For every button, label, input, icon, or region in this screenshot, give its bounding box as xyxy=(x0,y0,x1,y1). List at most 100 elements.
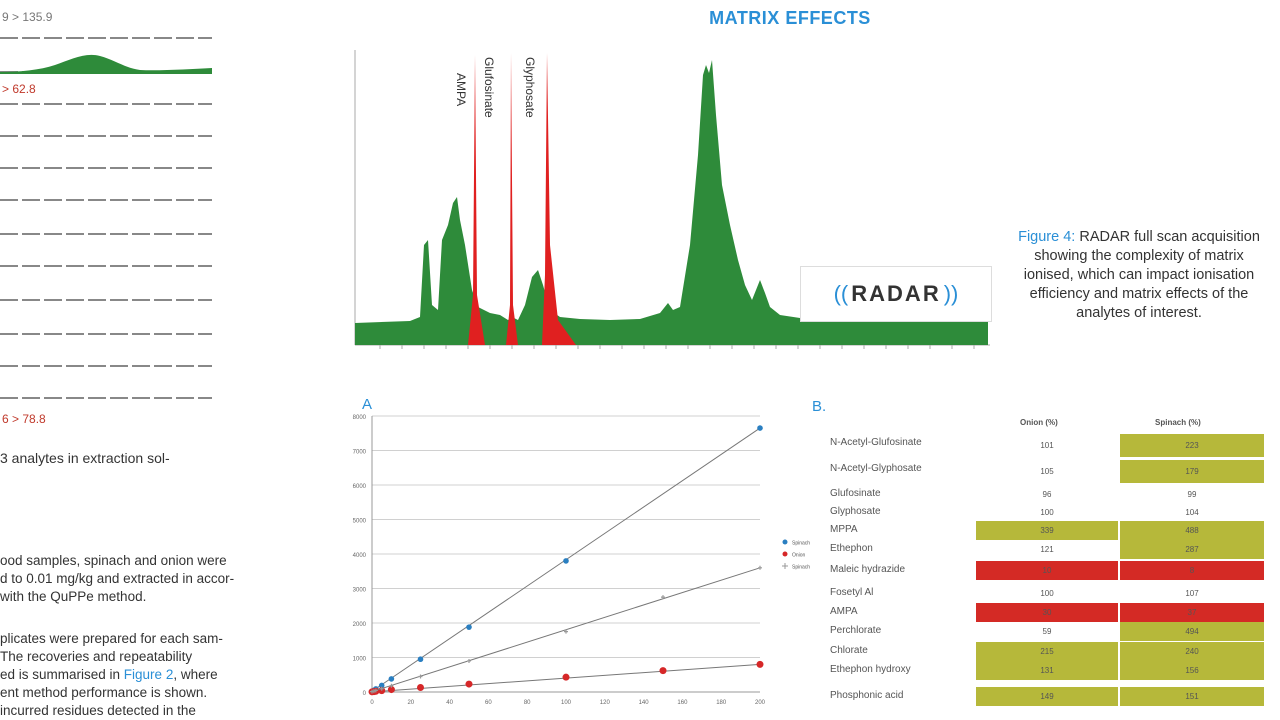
x-tick-label: 120 xyxy=(600,700,611,706)
spinach-value: 156 xyxy=(1120,661,1264,680)
data-point xyxy=(563,558,569,564)
data-point xyxy=(378,682,385,689)
data-point xyxy=(562,673,570,681)
paragraph-2-line: ent method performance is shown. xyxy=(0,685,208,700)
paragraph-1-line: d to 0.01 mg/kg and extracted in accor- xyxy=(0,571,235,586)
x-tick-label: 160 xyxy=(677,700,688,706)
data-point xyxy=(758,565,762,570)
paragraph-1-line: with the QuPPe method. xyxy=(0,589,147,604)
peak-label-glyphosate: Glyphosate xyxy=(523,57,537,118)
peak-label-glufosinate: Glufosinate xyxy=(482,57,496,118)
figure4-text: RADAR full scan acquisition showing the … xyxy=(1023,229,1260,321)
figure4-label: Figure 4: xyxy=(1018,229,1076,245)
paragraph-1: ood samples, spinach and onion were d to… xyxy=(0,552,234,606)
section-title: MATRIX EFFECTS xyxy=(709,8,871,28)
analyte-name: Maleic hydrazide xyxy=(830,564,906,575)
extracted-ion-traces xyxy=(0,37,212,399)
table-row: Fosetyl Al 100 107 xyxy=(830,584,1270,603)
table-row: Chlorate 215 240 xyxy=(830,642,1270,661)
spinach-value: 223 xyxy=(1120,434,1264,457)
calibration-chart: 0 1000 2000 3000 4000 5000 6000 7000 8000 0 20 40 60… xyxy=(353,415,810,706)
data-point xyxy=(417,684,424,692)
legend-label: Spinach xyxy=(792,565,810,571)
signal-wave-right-icon: )) xyxy=(943,281,959,306)
table-row: Ethephon hydroxy 131 156 xyxy=(830,661,1270,680)
trace-label-mid: > 62.8 xyxy=(2,82,36,96)
spinach-value: 107 xyxy=(1185,589,1199,598)
y-tick-label: 6000 xyxy=(353,484,367,490)
y-tick-label: 0 xyxy=(363,691,367,697)
spinach-value: 240 xyxy=(1120,642,1264,661)
data-point xyxy=(465,680,473,688)
signal-wave-left-icon: (( xyxy=(833,281,849,306)
data-point xyxy=(466,624,472,630)
figure4-caption: Figure 4: RADAR full scan acquisition sh… xyxy=(1008,228,1270,323)
analyte-name: Glyphosate xyxy=(830,506,881,517)
x-tick-label: 140 xyxy=(639,700,650,706)
y-tick-label: 8000 xyxy=(353,415,367,421)
x-tick-label: 100 xyxy=(561,700,572,706)
data-point xyxy=(564,629,568,634)
figure2-link[interactable]: Figure 2 xyxy=(123,667,174,682)
spinach-value: 8 xyxy=(1120,561,1264,580)
table-row: Phosphonic acid 149 151 xyxy=(830,687,1270,706)
data-point xyxy=(756,660,764,668)
legend-marker xyxy=(782,551,788,557)
table-row: Ethephon 121 287 xyxy=(830,540,1270,559)
figure3-caption-fragment: 3 analytes in extraction sol- xyxy=(0,450,170,466)
analyte-peak-glufosinate xyxy=(506,53,518,345)
analyte-name: AMPA xyxy=(830,606,858,617)
x-tick-label: 180 xyxy=(716,700,727,706)
y-tick-label: 3000 xyxy=(353,588,367,594)
y-tick-label: 7000 xyxy=(353,450,367,456)
analyte-name: N-Acetyl-Glyphosate xyxy=(830,463,922,474)
onion-value: 30 xyxy=(976,603,1118,622)
table-row: Glufosinate 96 99 xyxy=(830,485,1270,504)
x-tick-label: 20 xyxy=(407,700,414,706)
spinach-value: 494 xyxy=(1120,622,1264,641)
onion-value: 10 xyxy=(976,561,1118,580)
data-point xyxy=(467,658,471,663)
trace-label-bottom: 6 > 78.8 xyxy=(2,412,46,426)
data-point xyxy=(373,688,378,693)
data-point xyxy=(379,686,384,691)
legend-label: Onion xyxy=(792,553,806,559)
data-point xyxy=(371,689,376,694)
legend-marker xyxy=(782,563,788,569)
analyte-name: Ethephon xyxy=(830,543,873,554)
analyte-peak-glyphosate xyxy=(542,53,576,345)
table-row: Glyphosate 100 104 xyxy=(830,503,1270,522)
data-point xyxy=(388,676,395,682)
spinach-value: 179 xyxy=(1120,460,1264,483)
x-tick-label: 80 xyxy=(524,700,531,706)
table-header-onion: Onion (%) xyxy=(1020,418,1058,427)
trace-peak-green xyxy=(0,54,212,74)
table-row: Perchlorate 59 494 xyxy=(830,622,1270,641)
x-tick-label: 60 xyxy=(485,700,492,706)
x-tick-label: 0 xyxy=(370,700,374,706)
onion-value: 121 xyxy=(1040,545,1054,554)
table-row: AMPA 30 37 xyxy=(830,603,1270,622)
paragraph-1-line: ood samples, spinach and onion were xyxy=(0,553,227,568)
y-tick-label: 5000 xyxy=(353,519,367,525)
onion-value: 96 xyxy=(1042,490,1052,499)
x-tick-label: 200 xyxy=(755,700,766,706)
panel-b-label: B. xyxy=(812,398,827,415)
panel-a-label: A xyxy=(362,396,373,413)
y-tick-label: 2000 xyxy=(353,622,367,628)
analyte-name: Glufosinate xyxy=(830,488,881,499)
onion-value: 105 xyxy=(1040,467,1054,476)
trace-label-top: 9 > 135.9 xyxy=(2,10,53,24)
analyte-name: Chlorate xyxy=(830,645,868,656)
spinach-value: 151 xyxy=(1120,687,1264,706)
paragraph-2: plicates were prepared for each sam- The… xyxy=(0,630,223,720)
spinach-value: 104 xyxy=(1185,508,1199,517)
legend-label: Spinach xyxy=(792,541,810,547)
table-header-spinach: Spinach (%) xyxy=(1155,418,1201,427)
analyte-name: Perchlorate xyxy=(830,625,882,636)
data-point xyxy=(417,656,424,663)
analyte-name: Phosphonic acid xyxy=(830,690,904,701)
onion-value: 101 xyxy=(1040,441,1054,450)
table-row: Maleic hydrazide 10 8 xyxy=(830,561,1270,580)
onion-value: 100 xyxy=(1040,589,1054,598)
